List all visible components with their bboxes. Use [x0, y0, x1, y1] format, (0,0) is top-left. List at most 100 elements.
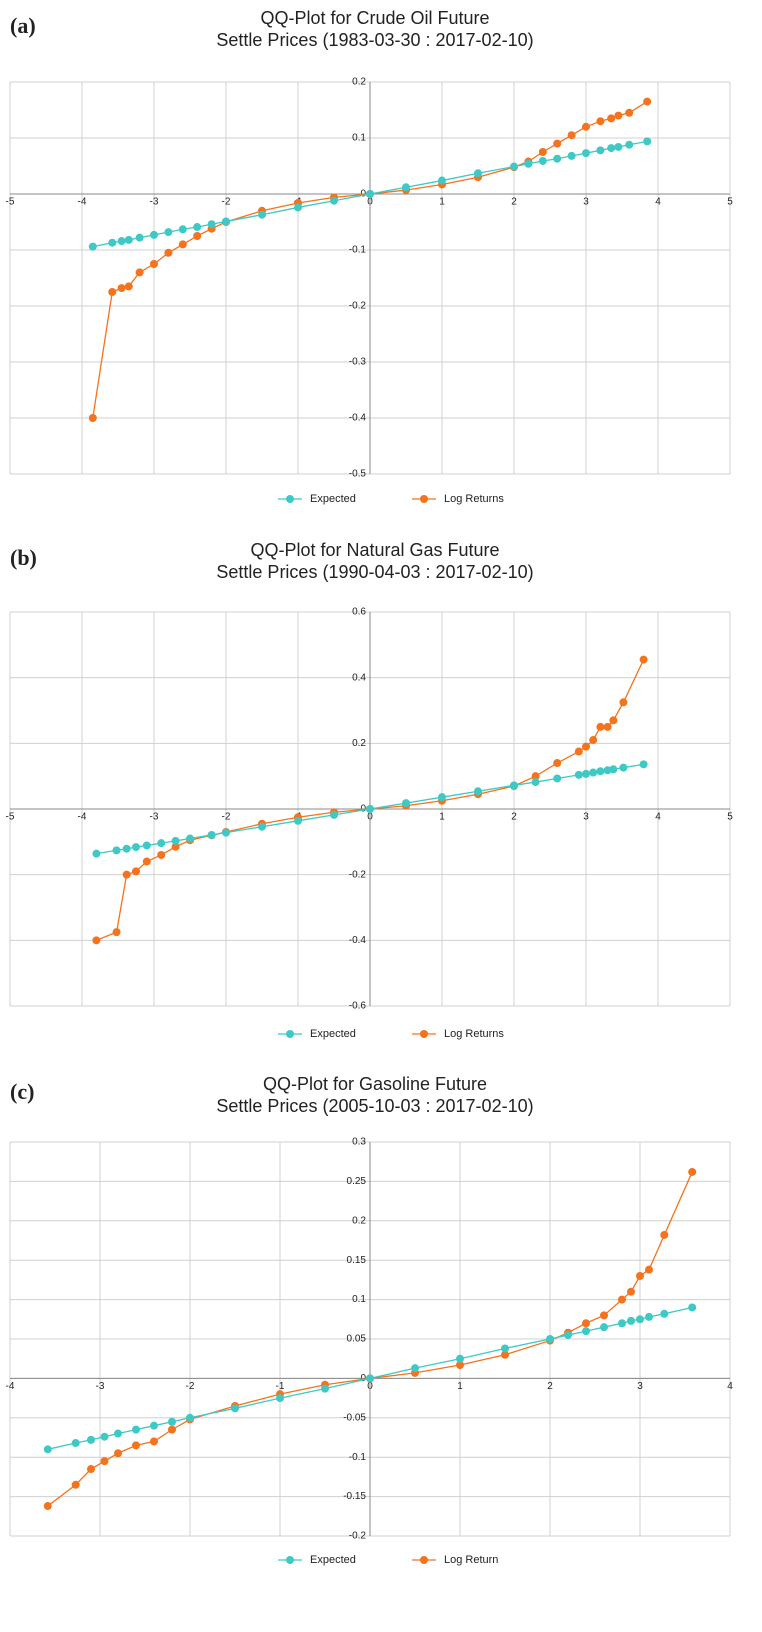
data-point	[88, 242, 97, 251]
data-point	[193, 223, 202, 232]
data-point	[564, 1331, 572, 1340]
y-tick-label: 0.3	[352, 1137, 366, 1148]
data-point	[625, 108, 634, 117]
y-tick-label: -0.2	[349, 1531, 367, 1542]
data-point	[402, 183, 410, 192]
data-point	[510, 781, 518, 790]
panel-label: (c)	[10, 1079, 34, 1104]
x-tick-label: 3	[583, 812, 589, 823]
series-line	[96, 659, 645, 941]
data-point	[589, 768, 598, 777]
y-tick-label: 0.05	[347, 1334, 367, 1345]
data-point	[438, 176, 446, 185]
x-tick-label: -4	[78, 812, 87, 823]
data-point	[186, 834, 194, 843]
x-tick-label: 2	[511, 812, 517, 823]
legend-marker	[286, 1556, 294, 1564]
data-point	[87, 1465, 95, 1474]
data-point	[366, 1374, 374, 1383]
y-tick-label: 0.15	[347, 1255, 367, 1266]
data-point	[258, 210, 266, 219]
data-point	[157, 850, 166, 859]
x-tick-label: 5	[727, 197, 733, 208]
data-point	[43, 1445, 52, 1454]
data-point	[627, 1316, 635, 1325]
data-point	[112, 846, 121, 855]
data-point	[108, 288, 117, 296]
legend-label: Expected	[310, 1554, 356, 1566]
data-point	[124, 282, 133, 291]
x-tick-label: 5	[727, 812, 733, 823]
legend-label: Expected	[310, 1028, 356, 1040]
y-tick-label: -0.4	[349, 413, 367, 424]
data-point	[582, 149, 590, 158]
data-point	[582, 769, 590, 778]
chart-subtitle: Settle Prices (2005-10-03 : 2017-02-10)	[216, 1096, 533, 1116]
data-point	[553, 774, 562, 783]
data-point	[596, 117, 605, 126]
data-point	[178, 240, 187, 249]
data-point	[171, 842, 180, 851]
y-tick-label: 0.4	[352, 672, 366, 683]
data-point	[456, 1361, 464, 1370]
x-tick-label: 1	[457, 1381, 463, 1392]
x-tick-label: -1	[276, 1381, 285, 1392]
x-tick-label: -2	[222, 812, 231, 823]
x-tick-label: 4	[655, 197, 661, 208]
data-point	[114, 1449, 122, 1458]
data-point	[124, 235, 133, 244]
data-point	[619, 763, 628, 772]
data-point	[164, 228, 173, 237]
data-point	[607, 144, 616, 153]
data-point	[87, 1435, 95, 1444]
data-point	[688, 1303, 697, 1312]
data-point	[294, 203, 302, 212]
data-point	[71, 1439, 80, 1448]
data-point	[625, 140, 634, 149]
legend-marker	[286, 1030, 294, 1038]
data-point	[553, 759, 562, 768]
data-point	[222, 217, 230, 226]
data-point	[231, 1404, 239, 1413]
data-point	[603, 722, 612, 731]
data-point	[636, 1315, 644, 1324]
data-point	[474, 169, 482, 178]
data-point	[546, 1335, 554, 1343]
x-tick-label: -4	[6, 1381, 15, 1392]
data-point	[627, 1287, 635, 1296]
data-point	[501, 1350, 509, 1359]
data-point	[474, 787, 482, 796]
data-point	[114, 1429, 122, 1438]
data-point	[553, 139, 562, 148]
data-point	[135, 233, 144, 242]
data-point	[402, 799, 410, 808]
y-tick-label: -0.05	[343, 1412, 366, 1423]
data-point	[71, 1480, 80, 1489]
data-point	[366, 805, 374, 813]
x-tick-label: 3	[637, 1381, 643, 1392]
data-point	[193, 232, 202, 240]
data-point	[132, 1425, 140, 1434]
y-tick-label: -0.1	[349, 245, 367, 256]
data-point	[645, 1312, 653, 1321]
legend-marker	[420, 495, 428, 503]
data-point	[330, 196, 338, 205]
x-tick-label: -5	[6, 812, 15, 823]
y-tick-label: 0.2	[352, 738, 366, 749]
chart-title: QQ-Plot for Gasoline Future	[263, 1074, 487, 1094]
y-tick-label: 0.25	[347, 1176, 367, 1187]
y-tick-label: -0.15	[343, 1491, 366, 1502]
x-tick-label: -4	[78, 197, 87, 208]
data-point	[582, 122, 590, 131]
chart-panel: (b) QQ-Plot for Natural Gas FutureSettle …	[6, 540, 734, 1040]
x-tick-label: 2	[511, 197, 517, 208]
data-point	[150, 1437, 158, 1446]
data-point	[207, 220, 216, 229]
data-point	[164, 248, 173, 257]
data-point	[645, 1265, 653, 1274]
data-point	[643, 97, 652, 106]
legend-label: Log Returns	[444, 1028, 504, 1040]
data-point	[607, 114, 616, 123]
